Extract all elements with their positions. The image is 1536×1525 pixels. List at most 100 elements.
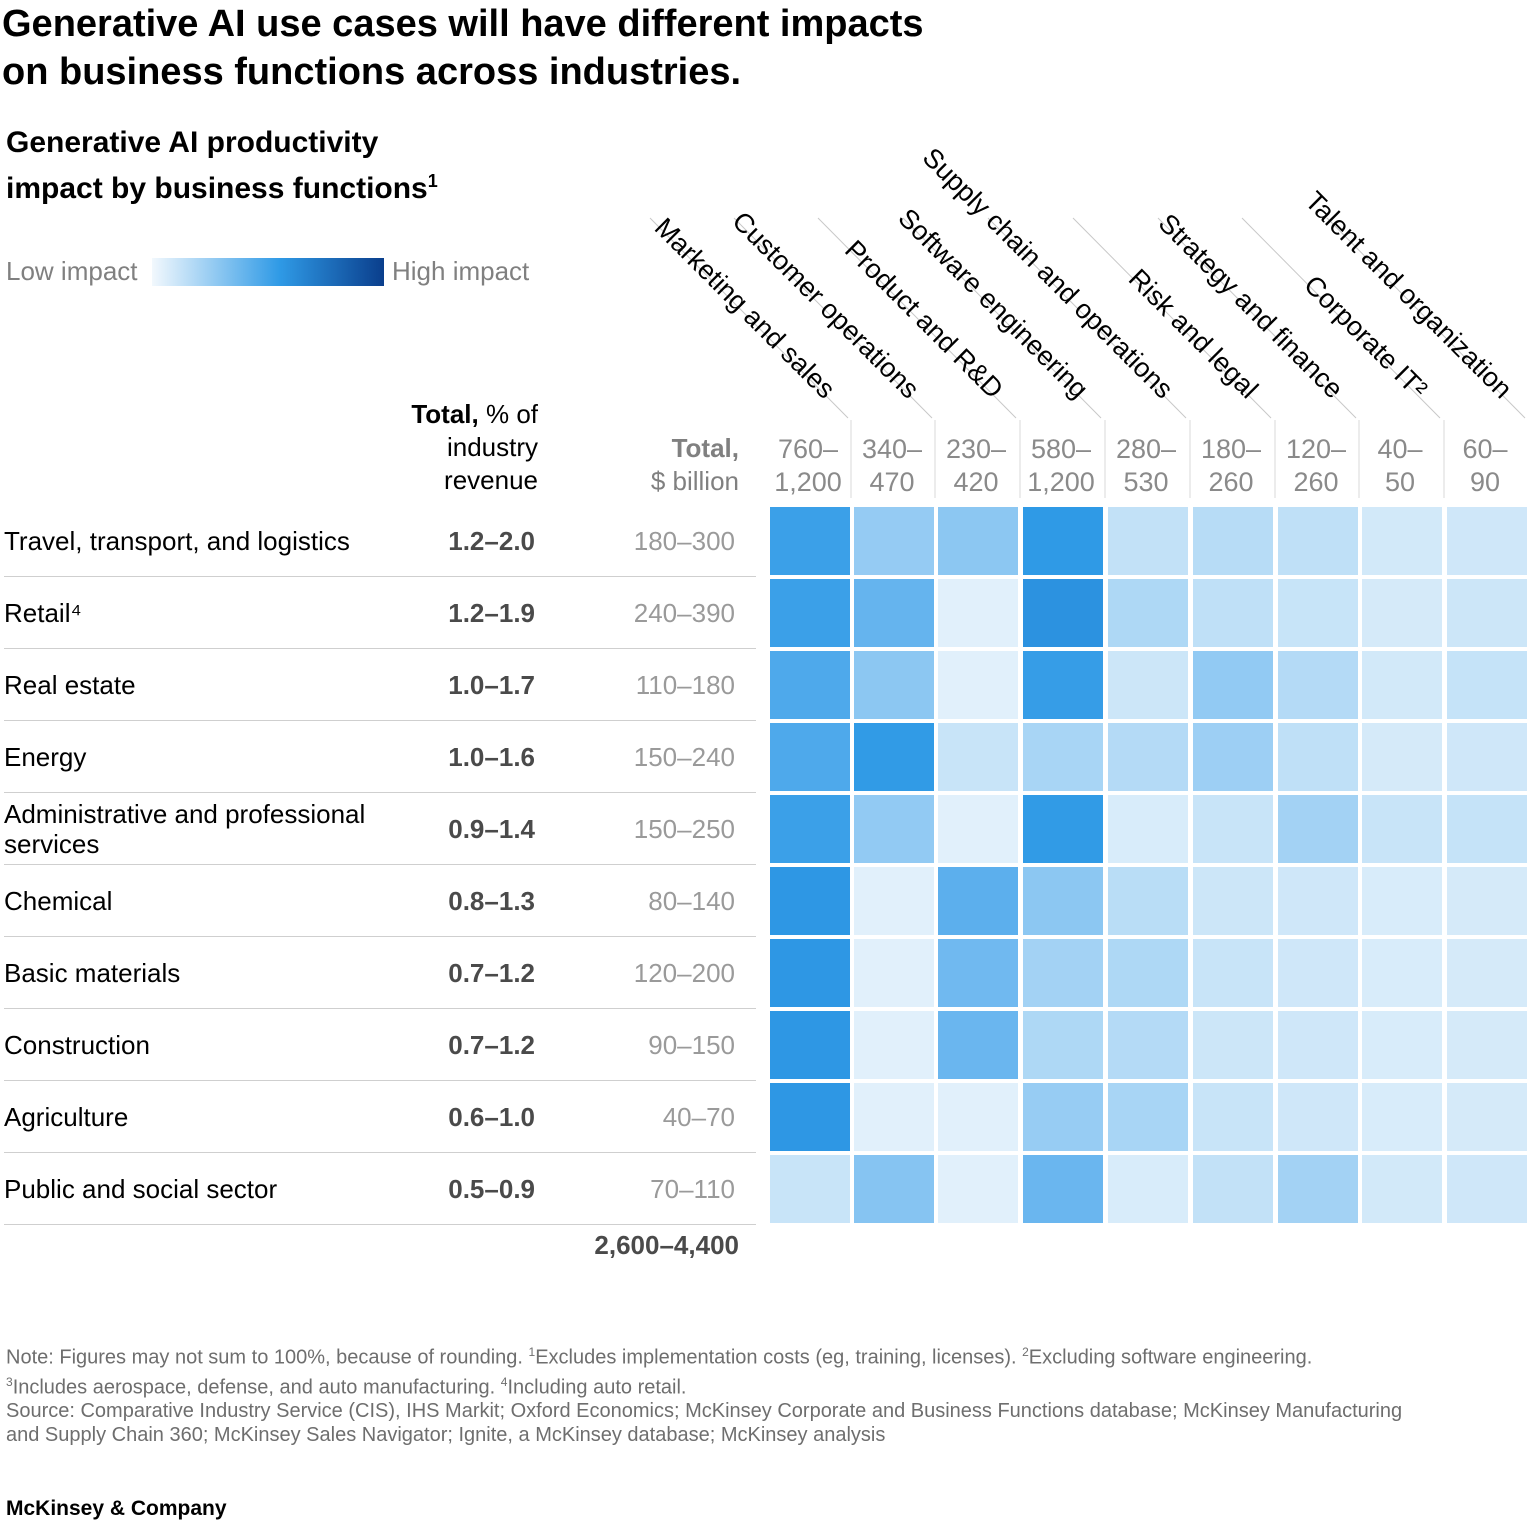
column-total-line1: 40– bbox=[1377, 434, 1422, 464]
heatmap-cell bbox=[938, 1083, 1018, 1151]
note-line2: 3Includes aerospace, defense, and auto m… bbox=[6, 1370, 1506, 1400]
row-separator bbox=[4, 1008, 756, 1009]
source-line2: and Supply Chain 360; McKinsey Sales Nav… bbox=[6, 1424, 886, 1447]
heatmap-cell bbox=[854, 579, 934, 647]
heatmap-cell bbox=[1278, 939, 1358, 1007]
heatmap-cell bbox=[1447, 1011, 1527, 1079]
heatmap-cell bbox=[1023, 507, 1103, 575]
column-guide-line bbox=[1326, 217, 1526, 419]
footnotes: Note: Figures may not sum to 100%, becau… bbox=[6, 1340, 1506, 1447]
heatmap-cell bbox=[770, 507, 850, 575]
industry-total-billion: 80–140 bbox=[648, 886, 735, 916]
heatmap-cell bbox=[1193, 1083, 1273, 1151]
heatmap-cell bbox=[1023, 723, 1103, 791]
industry-label: Travel, transport, and logistics bbox=[4, 526, 350, 556]
heatmap-cell bbox=[854, 939, 934, 1007]
industry-total-percent: 1.0–1.6 bbox=[448, 742, 535, 772]
heatmap-cell bbox=[854, 795, 934, 863]
column-total-line1: 60– bbox=[1462, 434, 1507, 464]
heatmap-cell bbox=[1362, 1083, 1442, 1151]
heatmap-cell bbox=[770, 1011, 850, 1079]
note-sup-4: 4 bbox=[500, 1374, 508, 1389]
column-label: Product and R&D bbox=[839, 234, 1009, 404]
row-separator bbox=[4, 576, 756, 577]
row-separator bbox=[4, 1080, 756, 1081]
heatmap-cell bbox=[1023, 867, 1103, 935]
industry-total-billion: 120–200 bbox=[633, 958, 735, 988]
total-percent-header-line3: revenue bbox=[444, 465, 538, 495]
heatmap-cell bbox=[1447, 1155, 1527, 1223]
row-separator bbox=[4, 648, 756, 649]
heatmap-cell bbox=[1362, 795, 1442, 863]
industry-total-billion: 240–390 bbox=[633, 598, 735, 628]
row-separator bbox=[4, 720, 756, 721]
heatmap-cell bbox=[1447, 867, 1527, 935]
note-sup-3: 3 bbox=[6, 1374, 13, 1389]
heatmap-cell bbox=[1108, 1011, 1188, 1079]
note-sup-2: 2 bbox=[1022, 1345, 1029, 1359]
row-separator bbox=[4, 1152, 756, 1153]
column-guide-line bbox=[649, 217, 849, 419]
industry-total-percent: 0.6–1.0 bbox=[448, 1102, 535, 1132]
heatmap-cell bbox=[854, 507, 934, 575]
note-text-c: Excluding software engineering. bbox=[1028, 1346, 1313, 1369]
heatmap-cell bbox=[1108, 507, 1188, 575]
industry-total-billion: 150–240 bbox=[633, 742, 735, 772]
note-line1: Note: Figures may not sum to 100%, becau… bbox=[6, 1340, 1506, 1370]
heatmap-cell bbox=[938, 795, 1018, 863]
heatmap-cell bbox=[1278, 1083, 1358, 1151]
heatmap-cell bbox=[854, 867, 934, 935]
industry-total-percent: 0.8–1.3 bbox=[448, 886, 535, 916]
heatmap-cell bbox=[1447, 579, 1527, 647]
column-total-line2: 1,200 bbox=[1027, 467, 1095, 497]
heatmap-cell bbox=[1023, 651, 1103, 719]
heatmap-cell bbox=[1193, 1011, 1273, 1079]
column-total-line1: 340– bbox=[862, 434, 922, 464]
industry-total-percent: 1.2–1.9 bbox=[448, 598, 535, 628]
chart-subtitle-line2: impact by business functions1 bbox=[6, 162, 606, 208]
total-percent-header-line1: Total, % of bbox=[300, 398, 538, 431]
industry-total-billion: 40–70 bbox=[662, 1102, 735, 1132]
heatmap-cell bbox=[1278, 507, 1358, 575]
column-guide-line bbox=[1157, 217, 1357, 419]
heatmap-cell bbox=[1447, 1083, 1527, 1151]
column-guide-line bbox=[817, 217, 1017, 419]
heatmap-cell bbox=[1193, 1155, 1273, 1223]
heatmap-cell bbox=[1362, 939, 1442, 1007]
column-total-line2: 1,200 bbox=[774, 467, 842, 497]
row-separator bbox=[4, 936, 756, 937]
industry-total-billion: 150–250 bbox=[633, 814, 735, 844]
heatmap-cell bbox=[1362, 651, 1442, 719]
industry-total-percent: 0.7–1.2 bbox=[448, 1030, 535, 1060]
industry-total-percent: 1.0–1.7 bbox=[448, 670, 535, 700]
chart-subtitle-footnote: 1 bbox=[427, 171, 438, 191]
grand-total: 2,600–4,400 bbox=[594, 1230, 739, 1260]
note-text-d: Includes aerospace, defense, and auto ma… bbox=[12, 1376, 501, 1399]
column-total-line2: 260 bbox=[1293, 467, 1338, 497]
total-billion-header: Total, $ billion bbox=[560, 432, 739, 498]
heatmap-cell bbox=[770, 939, 850, 1007]
column-guide-line bbox=[902, 217, 1102, 419]
heatmap-cell bbox=[1278, 579, 1358, 647]
chart-subtitle: Generative AI productivity impact by bus… bbox=[6, 124, 606, 208]
column-guide-line bbox=[1072, 217, 1272, 419]
heatmap-cell bbox=[1193, 723, 1273, 791]
column-total-line1: 760– bbox=[778, 434, 838, 464]
industry-label: Chemical bbox=[4, 886, 113, 916]
column-total-line1: 280– bbox=[1116, 434, 1176, 464]
industry-label: Agriculture bbox=[4, 1102, 129, 1132]
heatmap-cell bbox=[1362, 1155, 1442, 1223]
heatmap-cell bbox=[1278, 651, 1358, 719]
heatmap-cell bbox=[770, 579, 850, 647]
heatmap-cell bbox=[1193, 507, 1273, 575]
heatmap-cell bbox=[1362, 867, 1442, 935]
heatmap-cell bbox=[1278, 867, 1358, 935]
note-text-e: Including auto retail. bbox=[507, 1376, 687, 1399]
industry-label: Basic materials bbox=[4, 958, 181, 988]
heatmap-cell bbox=[1023, 1155, 1103, 1223]
row-separator bbox=[4, 792, 756, 793]
heatmap-cell bbox=[1108, 939, 1188, 1007]
column-guide-line bbox=[987, 217, 1187, 419]
heatmap-cell bbox=[854, 651, 934, 719]
note-sup-1: 1 bbox=[528, 1345, 536, 1359]
